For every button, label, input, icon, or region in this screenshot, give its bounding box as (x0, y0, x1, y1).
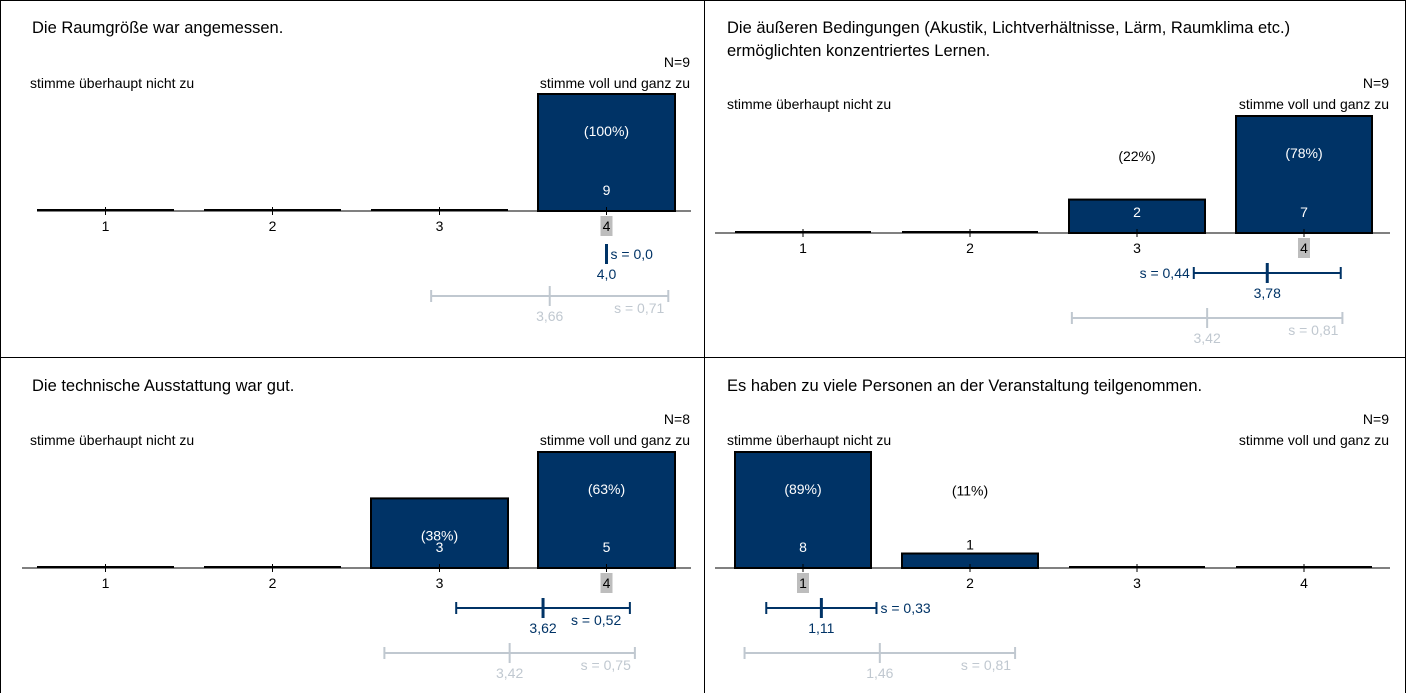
tick-label-3: 3 (1133, 240, 1141, 256)
count-label-2: 1 (966, 537, 974, 553)
tick-label-3: 3 (1133, 575, 1141, 591)
chart-panel-too-many-people: Es haben zu viele Personen an der Verans… (705, 358, 1406, 693)
percent-label-3: (22%) (1118, 148, 1155, 164)
tick-label-2: 2 (269, 575, 277, 591)
tick-label-4: 4 (603, 575, 611, 591)
percent-label-4: (78%) (1285, 145, 1322, 161)
chart-svg: N=9 stimme überhaupt nicht zu stimme voll … (715, 411, 1390, 681)
scale-low-label: stimme überhaupt nicht zu (30, 432, 194, 448)
tick-label-3: 3 (436, 218, 444, 234)
bar-3 (1068, 198, 1206, 234)
sd-label-previous: s = 0,75 (581, 657, 631, 673)
tick-label-2: 2 (966, 240, 974, 256)
bar-4 (1235, 115, 1373, 234)
median-badge (600, 573, 613, 593)
tick-label-1: 1 (102, 218, 110, 234)
scale-high-label: stimme voll und ganz zu (540, 432, 690, 448)
tick-label-1: 1 (102, 575, 110, 591)
n-label: N=9 (1363, 411, 1389, 427)
count-label-3: 2 (1133, 204, 1141, 220)
count-label-4: 5 (603, 539, 611, 555)
chart-panel-environment: Die äußeren Bedingungen (Akustik, Lichtv… (705, 0, 1406, 357)
mean-label-current: 3,78 (1254, 285, 1281, 301)
sd-label-previous: s = 0,71 (614, 300, 664, 316)
count-label-4: 9 (603, 182, 611, 198)
chart-title: Die Raumgröße war angemessen. (32, 19, 284, 37)
grid-divider-vertical (704, 0, 705, 693)
sd-label-previous: s = 0,81 (961, 657, 1011, 673)
sd-label-current: s = 0,0 (611, 246, 654, 262)
chart-title: Die technische Ausstattung war gut. (32, 377, 295, 395)
chart-svg: N=8 stimme überhaupt nicht zu stimme voll … (22, 411, 691, 681)
bar-4 (537, 93, 676, 212)
median-badge (1298, 238, 1310, 258)
percent-label-2: (11%) (952, 483, 988, 499)
bar-1 (734, 451, 872, 569)
mean-label-current: 3,62 (529, 620, 556, 636)
scale-low-label: stimme überhaupt nicht zu (727, 96, 891, 112)
tick-label-2: 2 (269, 218, 277, 234)
tick-label-1: 1 (799, 240, 807, 256)
chart-panel-equipment: Die technische Ausstattung war gut. N=8 s… (0, 358, 704, 693)
percent-label-4: (63%) (588, 481, 625, 497)
grid-border-top (0, 0, 1406, 1)
chart-svg: N=9 stimme überhaupt nicht zu stimme voll … (30, 54, 691, 324)
n-label: N=8 (664, 411, 690, 427)
mean-label-previous: 3,42 (496, 665, 523, 681)
sd-label-current: s = 0,44 (1140, 265, 1190, 281)
n-label: N=9 (664, 54, 690, 70)
scale-low-label: stimme überhaupt nicht zu (30, 75, 194, 91)
chart-svg: N=9 stimme überhaupt nicht zu stimme voll … (715, 75, 1390, 346)
tick-label-4: 4 (1300, 240, 1308, 256)
chart-panel-room-size: Die Raumgröße war angemessen. N=9 stimme … (0, 0, 704, 357)
tick-label-3: 3 (436, 575, 444, 591)
tick-label-1: 1 (799, 575, 807, 591)
mean-label-previous: 1,46 (866, 665, 893, 681)
count-label-3: 3 (436, 539, 444, 555)
scale-high-label: stimme voll und ganz zu (1239, 432, 1389, 448)
percent-label-1: (89%) (784, 481, 821, 497)
chart-title: Es haben zu viele Personen an der Verans… (727, 377, 1203, 395)
sd-label-current: s = 0,52 (571, 612, 621, 628)
tick-label-4: 4 (603, 218, 611, 234)
count-label-1: 8 (799, 539, 807, 555)
scale-low-label: stimme überhaupt nicht zu (727, 432, 891, 448)
sd-label-current: s = 0,33 (880, 600, 930, 616)
median-badge (600, 216, 613, 236)
grid-divider-horizontal (0, 357, 1406, 358)
tick-label-4: 4 (1300, 575, 1308, 591)
median-badge (797, 573, 809, 593)
percent-label-3: (38%) (421, 527, 458, 543)
mean-label-previous: 3,66 (536, 308, 563, 324)
scale-high-label: stimme voll und ganz zu (540, 75, 690, 91)
mean-label-current: 1,11 (808, 620, 834, 636)
chart-title: Die äußeren Bedingungen (Akustik, Lichtv… (727, 19, 1291, 60)
percent-label-4: (100%) (584, 123, 629, 139)
mean-label-previous: 3,42 (1194, 330, 1221, 346)
tick-label-2: 2 (966, 575, 974, 591)
scale-high-label: stimme voll und ganz zu (1239, 96, 1389, 112)
n-label: N=9 (1363, 75, 1389, 91)
grid-border-left (0, 0, 1, 693)
mean-label-current: 4,0 (597, 266, 617, 282)
sd-label-previous: s = 0,81 (1288, 322, 1338, 338)
bar-3 (370, 497, 509, 569)
count-label-4: 7 (1300, 204, 1308, 220)
